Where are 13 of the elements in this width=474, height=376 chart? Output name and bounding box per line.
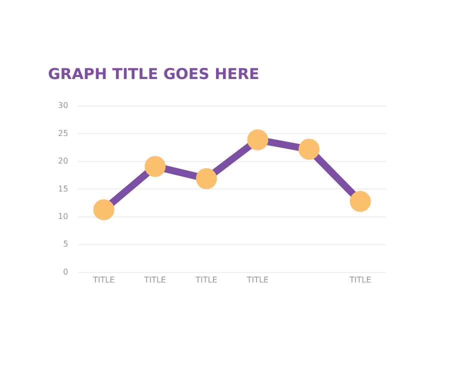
x-tick-label: TITLE	[143, 275, 166, 284]
y-tick-label: 20	[58, 156, 68, 166]
y-tick-label: 25	[58, 128, 68, 138]
y-tick-label: 0	[63, 267, 68, 276]
x-tick-label: TITLE	[92, 275, 115, 284]
x-tick-label: TITLE	[348, 275, 372, 284]
chart-title: GRAPH TITLE GOES HERE	[48, 64, 260, 83]
y-tick-label: 15	[58, 184, 68, 194]
x-tick-label: TITLE	[194, 275, 218, 284]
y-tick-label: 10	[58, 212, 68, 222]
y-tick-label: 5	[63, 240, 68, 249]
x-tick-label: TITLE	[246, 275, 269, 284]
y-tick-label: 30	[58, 101, 68, 110]
